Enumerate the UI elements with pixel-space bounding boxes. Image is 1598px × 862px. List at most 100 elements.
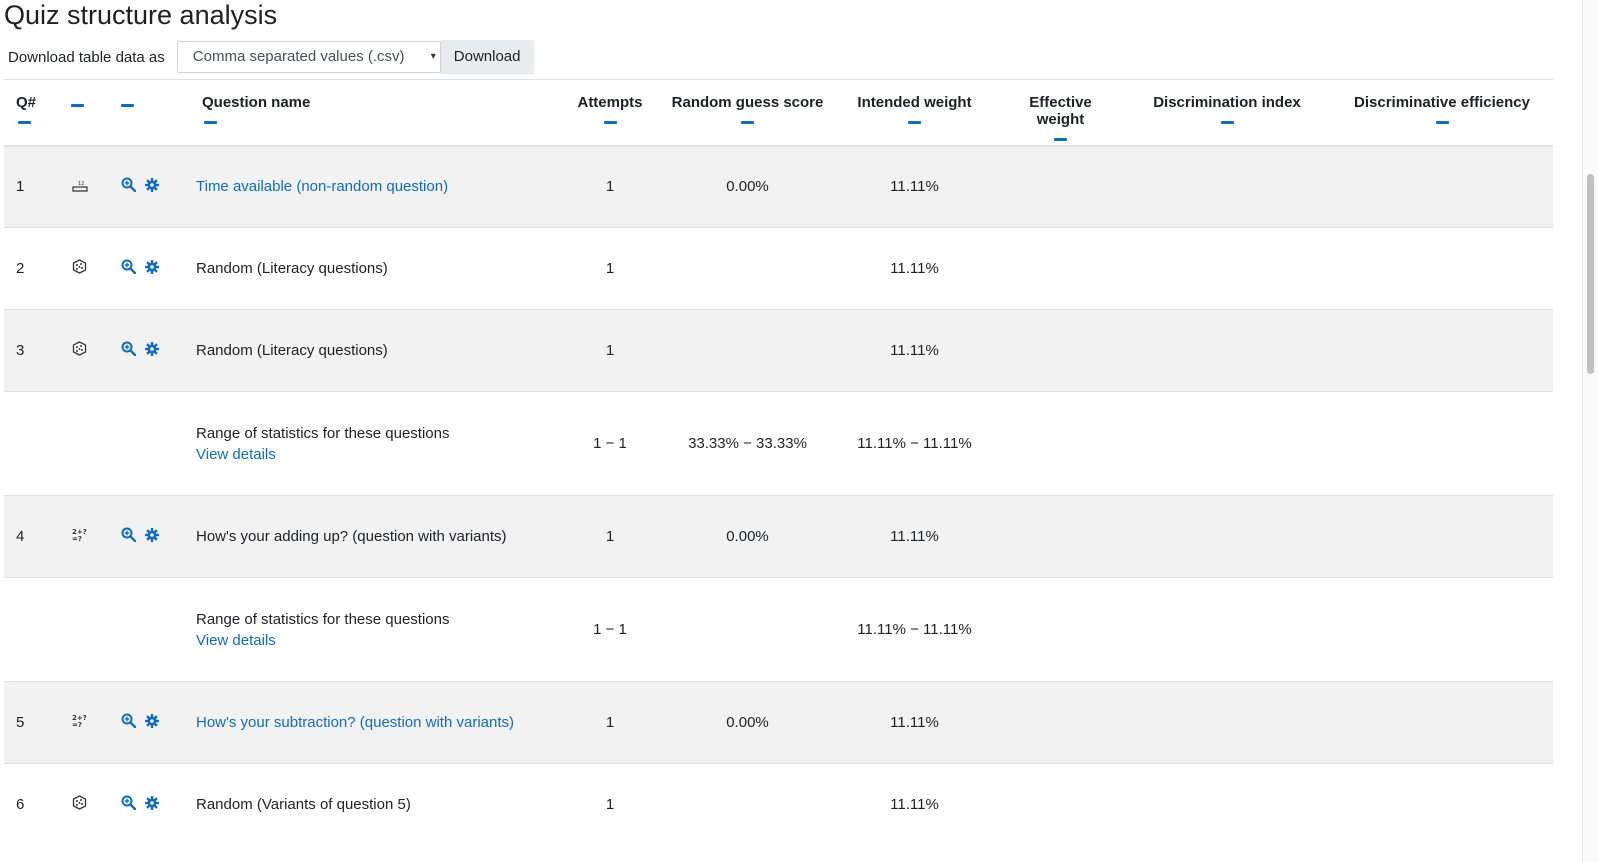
- intended-weight: 11.11%: [890, 714, 939, 731]
- question-name-cell: Random (Literacy questions): [190, 309, 556, 392]
- question-actions-cell: [107, 577, 190, 682]
- edit-gear-icon[interactable]: [145, 527, 159, 546]
- collapse-column-icon[interactable]: [603, 121, 617, 124]
- question-name: Random (Literacy questions): [196, 342, 388, 359]
- edit-gear-icon[interactable]: [145, 177, 159, 196]
- random-guess-score: 0.00%: [726, 528, 769, 545]
- collapse-column-icon[interactable]: [1435, 121, 1449, 124]
- question-number: 2: [16, 260, 25, 277]
- preview-zoom-icon[interactable]: [121, 795, 137, 814]
- table-row: 4 2+? =? How's your adding up? (question wi…: [4, 495, 1553, 578]
- column-header-question-name: Question name: [190, 79, 556, 147]
- question-name: Random (Variants of question 5): [196, 796, 411, 814]
- column-header-discrimination-index: Discrimination index: [1123, 79, 1331, 147]
- preview-zoom-icon[interactable]: [121, 713, 137, 732]
- discriminative-efficiency-cell: [1331, 681, 1553, 764]
- column-header-label: Discriminative efficiency: [1354, 94, 1530, 111]
- preview-zoom-icon[interactable]: [121, 341, 137, 360]
- question-name-link[interactable]: How's your subtraction? (question with v…: [196, 714, 515, 731]
- discriminative-efficiency-cell: [1331, 763, 1553, 846]
- edit-gear-icon[interactable]: [145, 795, 159, 814]
- view-details-link[interactable]: View details: [196, 445, 276, 463]
- discrimination-index-cell: [1123, 145, 1331, 228]
- range-row: Range of statistics for these questions V…: [4, 577, 1553, 682]
- question-name-link[interactable]: Time available (non-random question): [196, 178, 449, 196]
- collapse-column-icon[interactable]: [1054, 138, 1067, 141]
- download-format-value: Comma separated values (.csv): [192, 48, 405, 65]
- question-number-cell: 3: [4, 309, 57, 392]
- preview-zoom-icon[interactable]: [121, 259, 137, 278]
- intended-weight: 11.11%: [890, 260, 939, 277]
- view-details-link[interactable]: View details: [196, 631, 276, 649]
- question-actions-cell: [107, 309, 190, 392]
- range-row: Range of statistics for these questions V…: [4, 391, 1553, 496]
- discrimination-index-cell: [1123, 309, 1331, 392]
- collapse-column-icon[interactable]: [18, 121, 31, 124]
- collapse-column-icon[interactable]: [1220, 121, 1234, 124]
- random-guess-score-cell: 0.00%: [664, 495, 831, 578]
- attempts: 1 − 1: [593, 435, 627, 452]
- random-dice-icon: [72, 341, 87, 360]
- intended-weight-cell: 11.11%: [831, 763, 998, 846]
- question-type-cell: 2+? =?: [57, 495, 107, 578]
- download-format-select[interactable]: Comma separated values (.csv) ▾: [176, 41, 441, 73]
- question-name-cell: How's your adding up? (question with var…: [190, 495, 556, 578]
- effective-weight-cell: [998, 309, 1123, 392]
- question-number: 6: [16, 796, 25, 814]
- collapse-column-icon[interactable]: [71, 104, 84, 107]
- edit-gear-icon[interactable]: [145, 341, 159, 360]
- attempts-cell: 1 − 1: [556, 577, 664, 682]
- range-label: Range of statistics for these questions: [196, 424, 450, 442]
- column-header-label: Attempts: [577, 94, 643, 111]
- column-header-label: Random guess score: [671, 94, 824, 111]
- edit-gear-icon[interactable]: [145, 259, 159, 278]
- discriminative-efficiency-cell: [1331, 309, 1553, 392]
- svg-text:2+?: 2+?: [72, 528, 87, 536]
- effective-weight-cell: [998, 495, 1123, 578]
- question-number: 3: [16, 342, 25, 359]
- preview-zoom-icon[interactable]: [121, 177, 137, 196]
- preview-zoom-icon[interactable]: [121, 527, 137, 546]
- discriminative-efficiency-cell: [1331, 495, 1553, 578]
- chevron-down-icon: ▾: [430, 51, 436, 62]
- intended-weight: 11.11%: [890, 528, 939, 545]
- column-header-label: Discrimination index: [1153, 94, 1301, 111]
- intended-weight-cell: 11.11%: [831, 145, 998, 228]
- random-guess-score-cell: [664, 309, 831, 392]
- random-guess-score-cell: 33.33% − 33.33%: [664, 391, 831, 496]
- collapse-column-icon[interactable]: [204, 121, 217, 124]
- question-name-cell: Random (Literacy questions): [190, 227, 556, 310]
- column-header-qactions: [107, 79, 190, 147]
- question-type-cell: [57, 391, 107, 496]
- question-type-cell: [57, 763, 107, 846]
- collapse-column-icon[interactable]: [741, 121, 754, 124]
- column-header-effective-weight: Effective weight: [998, 79, 1123, 147]
- svg-text:12: 12: [78, 181, 84, 187]
- attempts: 1: [605, 796, 615, 814]
- random-guess-score: 0.00%: [726, 714, 769, 731]
- effective-weight-cell: [998, 391, 1123, 496]
- attempts: 1: [605, 260, 615, 277]
- collapse-column-icon[interactable]: [908, 121, 921, 124]
- question-type-cell: [57, 227, 107, 310]
- discrimination-index-cell: [1123, 495, 1331, 578]
- download-button[interactable]: Download: [440, 40, 534, 74]
- intended-weight: 11.11%: [890, 796, 939, 814]
- discriminative-efficiency-cell: [1331, 391, 1553, 496]
- table-row: 2 Random (Literacy questions) 1 11.11%: [4, 227, 1553, 310]
- intended-weight: 11.11%: [890, 178, 939, 196]
- intended-weight: 11.11% − 11.11%: [857, 621, 972, 638]
- column-header-attempts: Attempts: [556, 79, 664, 147]
- attempts-cell: 1: [556, 145, 664, 228]
- edit-gear-icon[interactable]: [145, 713, 159, 732]
- attempts: 1: [605, 178, 615, 196]
- table-row: 3 Random (Literacy questions) 1 11.11%: [4, 309, 1553, 392]
- collapse-column-icon[interactable]: [121, 104, 134, 107]
- scrollbar-thumb[interactable]: [1587, 174, 1594, 374]
- intended-weight-cell: 11.11%: [831, 495, 998, 578]
- question-type-cell: [57, 309, 107, 392]
- attempts-cell: 1: [556, 495, 664, 578]
- attempts: 1: [605, 528, 615, 545]
- attempts-cell: 1 − 1: [556, 391, 664, 496]
- page-scrollbar[interactable]: [1582, 0, 1598, 862]
